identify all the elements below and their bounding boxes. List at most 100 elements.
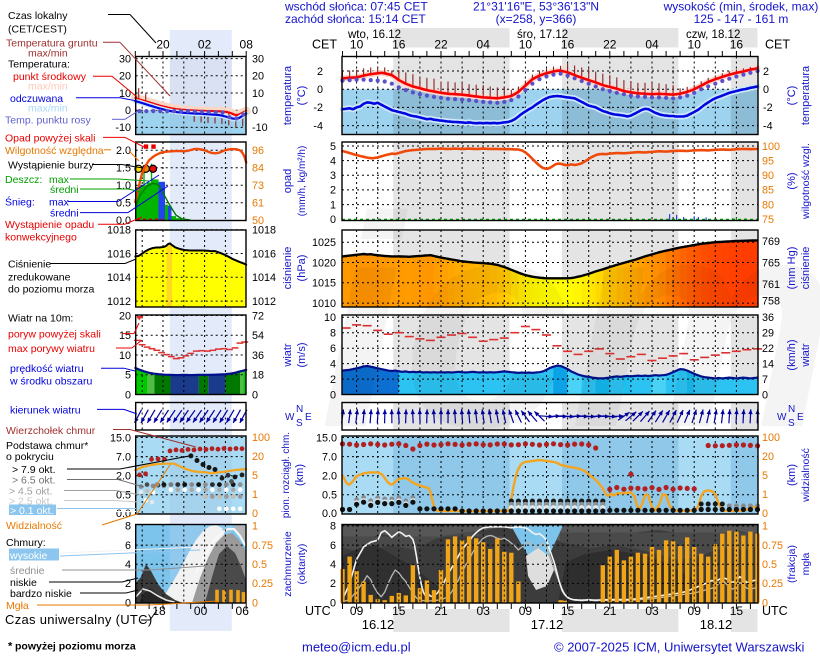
svg-text:-2: -2 [763, 102, 773, 114]
svg-text:1020: 1020 [312, 257, 336, 269]
svg-text:1010: 1010 [312, 298, 336, 310]
svg-text:18: 18 [252, 370, 264, 382]
svg-text:o pokryciu: o pokryciu [6, 451, 54, 463]
svg-text:22: 22 [603, 38, 617, 52]
svg-text:(CET/CEST): (CET/CEST) [8, 24, 67, 36]
svg-text:UTC: UTC [762, 604, 788, 618]
svg-text:(km): (km) [294, 464, 306, 486]
svg-text:1016: 1016 [107, 248, 131, 260]
svg-text:max: max [49, 197, 70, 209]
svg-text:6: 6 [330, 540, 336, 552]
svg-text:36: 36 [762, 312, 774, 324]
svg-text:1012: 1012 [107, 296, 131, 308]
svg-text:1: 1 [252, 521, 258, 533]
svg-text:(x=258, y=366): (x=258, y=366) [496, 12, 577, 26]
svg-text:10: 10 [119, 350, 131, 362]
svg-text:761: 761 [762, 279, 780, 291]
svg-text:1: 1 [762, 521, 768, 533]
svg-text:15.0: 15.0 [110, 432, 131, 444]
svg-text:5: 5 [762, 470, 768, 482]
svg-text:1: 1 [252, 489, 258, 501]
svg-text:0: 0 [125, 597, 131, 609]
svg-text:(m/s): (m/s) [296, 342, 308, 367]
svg-text:6: 6 [125, 540, 131, 552]
svg-text:Opad powyżej skali: Opad powyżej skali [5, 132, 95, 144]
svg-text:E: E [797, 412, 804, 423]
svg-text:95: 95 [762, 155, 774, 167]
svg-text:temperatura: temperatura [282, 65, 294, 125]
svg-text:08: 08 [240, 38, 254, 52]
svg-text:Wilgotność względna: Wilgotność względna [5, 145, 104, 157]
svg-text:0: 0 [330, 214, 336, 226]
svg-text:6: 6 [330, 343, 336, 355]
svg-text:100: 100 [252, 432, 270, 444]
svg-text:2.0: 2.0 [116, 145, 131, 157]
svg-text:1.0: 1.0 [116, 180, 131, 192]
svg-text:wilgotność wzgl.: wilgotność wzgl. [800, 143, 812, 220]
svg-text:Wystąpienie burzy: Wystąpienie burzy [8, 160, 94, 172]
svg-text:opad: opad [282, 169, 294, 193]
svg-text:w środku obszaru: w środku obszaru [9, 376, 92, 388]
svg-text:100: 100 [762, 432, 780, 444]
svg-text:S: S [788, 418, 795, 429]
svg-text:Podstawa chmur*: Podstawa chmur* [6, 440, 88, 452]
svg-text:18: 18 [152, 604, 166, 618]
svg-text:1014: 1014 [252, 272, 276, 284]
svg-text:2: 2 [330, 185, 336, 197]
svg-text:8: 8 [330, 328, 336, 340]
svg-text:Wystąpienie opadu: Wystąpienie opadu [5, 219, 94, 231]
svg-text:85: 85 [762, 185, 774, 197]
svg-text:(mm/h, kg/m²/h): (mm/h, kg/m²/h) [297, 146, 308, 217]
svg-text:Chmury:: Chmury: [6, 537, 46, 549]
svg-text:0: 0 [763, 84, 769, 96]
svg-text:0: 0 [330, 389, 336, 401]
svg-text:max/min: max/min [28, 48, 68, 60]
svg-text:10: 10 [119, 88, 131, 100]
svg-text:*: * [8, 641, 13, 653]
svg-text:769: 769 [762, 236, 780, 248]
svg-text:© 2007-2025 ICM, Uniwersytet W: © 2007-2025 ICM, Uniwersytet Warszawski [554, 640, 805, 655]
svg-text:(frakcja): (frakcja) [786, 545, 798, 583]
svg-text:20: 20 [119, 310, 131, 322]
svg-text:21: 21 [603, 604, 617, 618]
svg-text:> 7.9 okt.: > 7.9 okt. [12, 464, 56, 476]
svg-text:Temp. punktu rosy: Temp. punktu rosy [5, 114, 92, 126]
svg-text:(mm Hg): (mm Hg) [786, 247, 798, 290]
svg-text:5: 5 [252, 470, 258, 482]
svg-text:E: E [305, 412, 312, 423]
svg-text:wschód słońca: 07:45 CET: wschód słońca: 07:45 CET [284, 0, 428, 14]
svg-text:4: 4 [330, 155, 336, 167]
svg-text:0: 0 [762, 389, 768, 401]
svg-text:niskie: niskie [10, 577, 37, 589]
svg-text:15: 15 [561, 604, 575, 618]
svg-text:S: S [296, 418, 303, 429]
svg-text:16: 16 [392, 38, 406, 52]
svg-text:poryw powyżej skali: poryw powyżej skali [8, 329, 101, 341]
svg-text:W: W [777, 412, 787, 423]
svg-text:4: 4 [330, 358, 336, 370]
svg-text:125 - 147 - 161 m: 125 - 147 - 161 m [694, 12, 789, 26]
svg-text:15: 15 [730, 604, 744, 618]
svg-text:5: 5 [330, 141, 336, 153]
svg-text:16.12: 16.12 [362, 617, 395, 632]
svg-text:1: 1 [330, 199, 336, 211]
svg-text:ciśnienie: ciśnienie [282, 247, 294, 290]
svg-text:03: 03 [645, 604, 659, 618]
svg-text:20: 20 [252, 451, 264, 463]
svg-text:0.0: 0.0 [322, 508, 337, 520]
svg-text:758: 758 [762, 296, 780, 308]
svg-text:15.0: 15.0 [316, 432, 337, 444]
svg-text:72: 72 [252, 310, 264, 322]
svg-text:-4: -4 [763, 120, 773, 132]
svg-text:Czas lokalny: Czas lokalny [8, 10, 68, 22]
svg-text:śro, 17.12: śro, 17.12 [517, 29, 568, 41]
svg-text:20: 20 [119, 71, 131, 83]
svg-text:(%): (%) [786, 172, 798, 189]
svg-text:wiatr: wiatr [800, 343, 812, 368]
svg-text:10: 10 [324, 312, 336, 324]
svg-text:15: 15 [392, 604, 406, 618]
svg-text:meteo@icm.edu.pl: meteo@icm.edu.pl [302, 640, 411, 655]
svg-text:0: 0 [125, 389, 131, 401]
svg-text:10: 10 [688, 38, 702, 52]
svg-text:CET: CET [312, 38, 337, 52]
